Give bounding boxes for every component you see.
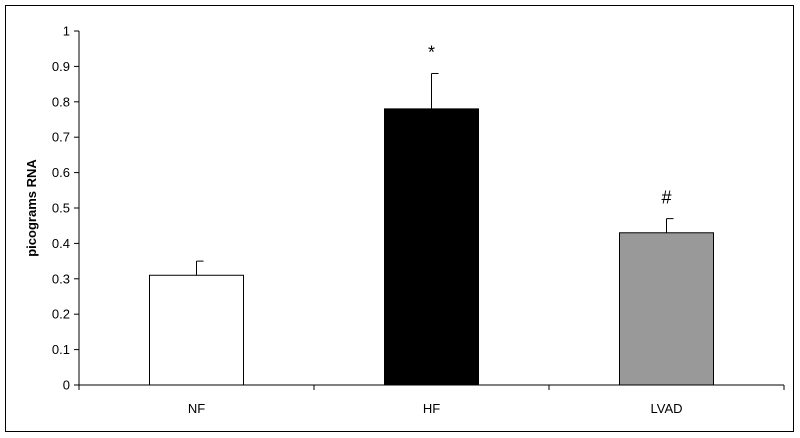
y-tick-label: 0: [63, 378, 70, 393]
significance-marker-lvad: #: [661, 188, 671, 208]
y-tick-label: 0.3: [52, 271, 70, 286]
x-ticks: NF HF LVAD: [78, 385, 785, 416]
y-tick-label: 0.5: [52, 201, 70, 216]
bars: [149, 108, 714, 386]
error-bars: [196, 72, 674, 276]
y-tick-label: 0.9: [52, 59, 70, 74]
significance-marker-hf: *: [428, 42, 435, 62]
y-axis-title: picograms RNA: [24, 159, 39, 257]
bar-hf: [384, 108, 479, 386]
x-tick-label-nf: NF: [188, 401, 205, 416]
annotations: *#: [428, 42, 672, 207]
y-tick-label: 0.2: [52, 307, 70, 322]
y-tick-label: 0.7: [52, 130, 70, 145]
x-tick-label-lvad: LVAD: [650, 401, 682, 416]
y-tick-label: 0.8: [52, 94, 70, 109]
y-tick-label: 0.4: [52, 236, 70, 251]
bar-lvad: [619, 232, 714, 386]
x-tick-label-hf: HF: [423, 401, 440, 416]
y-tick-label: 0.6: [52, 165, 70, 180]
y-tick-label: 1: [63, 24, 70, 39]
y-ticks: 0 0.1 0.2 0.3 0.4 0.5 0.6 0.7 0.8 0.9 1: [52, 24, 79, 393]
bar-nf: [149, 274, 244, 386]
y-tick-label: 0.1: [52, 342, 70, 357]
